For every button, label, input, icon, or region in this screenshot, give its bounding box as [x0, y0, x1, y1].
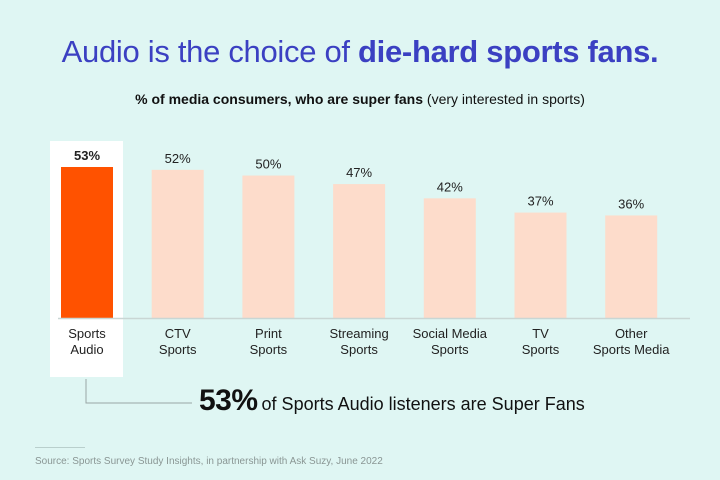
chart-subtitle: % of media consumers, who are super fans… [0, 91, 720, 107]
callout: 53% of Sports Audio listeners are Super F… [199, 384, 585, 418]
source-divider [35, 447, 85, 448]
category-label-0-0: Sports [68, 326, 106, 341]
category-label-5-0: TV [532, 326, 549, 341]
callout-value: 53% [199, 384, 258, 417]
source-note: Source: Sports Survey Study Insights, in… [35, 456, 383, 467]
category-label-2-1: Sports [250, 342, 288, 357]
bar-0 [61, 167, 113, 318]
category-label-1-0: CTV [165, 326, 191, 341]
bar-1 [151, 169, 204, 318]
title-regular: Audio is the choice of [61, 34, 359, 69]
subtitle-bold: % of media consumers, who are super fans [135, 91, 424, 107]
category-label-1-1: Sports [159, 342, 197, 357]
bar-2 [242, 175, 295, 318]
category-label-5-1: Sports [522, 342, 560, 357]
data-label-2: 50% [255, 157, 281, 172]
category-label-2-0: Print [255, 326, 282, 341]
category-label-4-1: Sports [431, 342, 469, 357]
data-label-4: 42% [437, 179, 463, 194]
category-label-4-0: Social Media [413, 326, 488, 341]
title-bold: die-hard sports fans. [358, 34, 659, 69]
data-label-1: 52% [165, 151, 191, 166]
category-label-0-1: Audio [70, 342, 103, 357]
data-label-0: 53% [74, 148, 100, 163]
data-label-3: 47% [346, 165, 372, 180]
data-label-5: 37% [527, 194, 553, 209]
subtitle-regular: (very interested in sports) [423, 91, 585, 107]
callout-connector [85, 379, 192, 404]
category-label-6-0: Other [615, 326, 648, 341]
callout-text: of Sports Audio listeners are Super Fans [261, 394, 585, 414]
chart-title: Audio is the choice of die-hard sports f… [0, 34, 720, 70]
bar-6 [605, 215, 658, 318]
data-label-6: 36% [618, 196, 644, 211]
bar-4 [423, 198, 476, 318]
category-label-6-1: Sports Media [593, 342, 670, 357]
bar-3 [333, 184, 386, 318]
category-label-3-1: Sports [340, 342, 378, 357]
bar-5 [514, 212, 567, 318]
category-label-3-0: Streaming [329, 326, 388, 341]
